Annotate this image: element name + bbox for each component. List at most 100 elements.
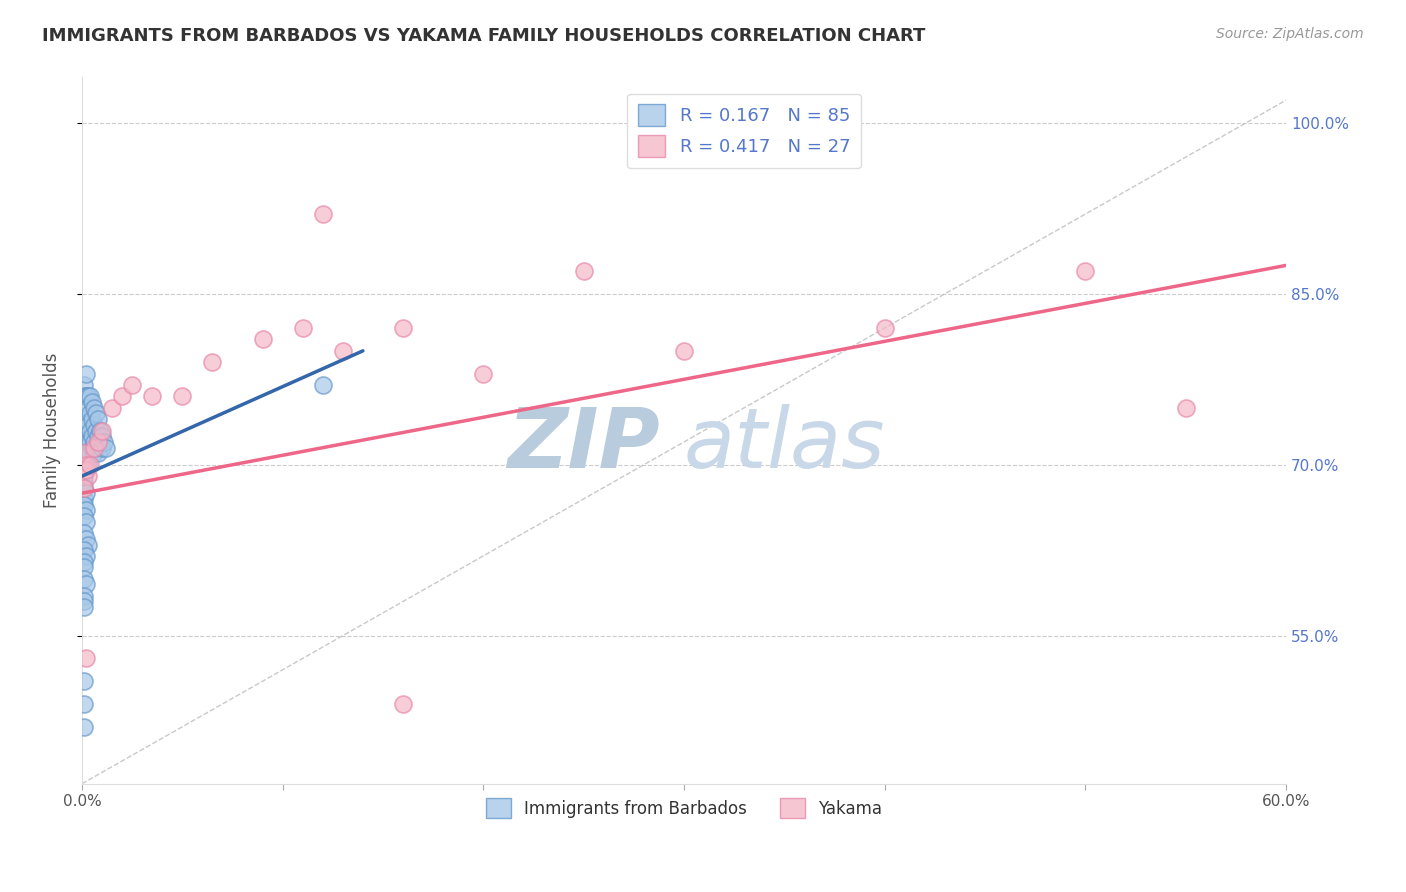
- Point: [75, 503, 97, 517]
- Point: [252, 333, 274, 347]
- Point: [91, 429, 114, 443]
- Point: [312, 207, 335, 221]
- Point: [75, 389, 97, 403]
- Point: [77, 537, 100, 551]
- Point: [77, 389, 100, 403]
- Point: [172, 389, 194, 403]
- Point: [77, 469, 100, 483]
- Y-axis label: Family Households: Family Households: [44, 353, 60, 508]
- Point: [73, 446, 96, 460]
- Point: [121, 378, 143, 392]
- Point: [141, 389, 163, 403]
- Point: [73, 458, 96, 472]
- Point: [77, 417, 100, 432]
- Point: [75, 549, 97, 563]
- Point: [87, 434, 110, 449]
- Point: [93, 434, 115, 449]
- Point: [73, 720, 96, 734]
- Point: [73, 446, 96, 460]
- Point: [80, 395, 103, 409]
- Point: [79, 458, 101, 472]
- Point: [75, 412, 97, 426]
- Point: [873, 321, 896, 335]
- Point: [77, 446, 100, 460]
- Point: [75, 389, 97, 403]
- Point: [79, 389, 101, 403]
- Point: [73, 481, 96, 495]
- Point: [312, 378, 335, 392]
- Point: [672, 343, 695, 358]
- Point: [75, 486, 97, 500]
- Point: [80, 429, 103, 443]
- Point: [73, 491, 96, 506]
- Point: [77, 458, 100, 472]
- Point: [83, 417, 105, 432]
- Point: [83, 441, 105, 455]
- Point: [79, 407, 101, 421]
- Point: [101, 401, 124, 415]
- Point: [73, 594, 96, 608]
- Point: [73, 389, 96, 403]
- Point: [77, 434, 100, 449]
- Point: [1174, 401, 1197, 415]
- Point: [83, 401, 105, 415]
- Point: [73, 378, 96, 392]
- Point: [84, 407, 107, 421]
- Text: ZIP: ZIP: [508, 404, 659, 485]
- Point: [87, 429, 110, 443]
- Point: [73, 572, 96, 586]
- Point: [392, 697, 415, 711]
- Point: [291, 321, 314, 335]
- Point: [392, 321, 415, 335]
- Point: [87, 412, 110, 426]
- Point: [73, 463, 96, 477]
- Point: [73, 498, 96, 512]
- Point: [89, 434, 111, 449]
- Point: [73, 697, 96, 711]
- Point: [73, 469, 96, 483]
- Point: [75, 532, 97, 546]
- Point: [75, 441, 97, 455]
- Point: [75, 577, 97, 591]
- Point: [73, 509, 96, 524]
- Point: [73, 600, 96, 615]
- Point: [111, 389, 134, 403]
- Point: [91, 441, 114, 455]
- Text: Source: ZipAtlas.com: Source: ZipAtlas.com: [1216, 27, 1364, 41]
- Point: [91, 424, 114, 438]
- Point: [73, 589, 96, 603]
- Point: [94, 441, 117, 455]
- Point: [75, 429, 97, 443]
- Legend: Immigrants from Barbados, Yakama: Immigrants from Barbados, Yakama: [479, 791, 889, 825]
- Point: [73, 674, 96, 689]
- Point: [472, 367, 495, 381]
- Point: [79, 446, 101, 460]
- Point: [75, 367, 97, 381]
- Point: [87, 446, 110, 460]
- Point: [79, 434, 101, 449]
- Point: [79, 424, 101, 438]
- Point: [75, 651, 97, 665]
- Point: [75, 458, 97, 472]
- Point: [83, 434, 105, 449]
- Point: [83, 446, 105, 460]
- Point: [73, 555, 96, 569]
- Point: [201, 355, 224, 369]
- Point: [73, 560, 96, 574]
- Point: [73, 481, 96, 495]
- Point: [84, 441, 107, 455]
- Point: [84, 424, 107, 438]
- Point: [80, 441, 103, 455]
- Point: [73, 475, 96, 489]
- Point: [332, 343, 354, 358]
- Point: [1074, 264, 1097, 278]
- Point: [73, 543, 96, 558]
- Point: [75, 515, 97, 529]
- Point: [75, 452, 97, 467]
- Point: [89, 424, 111, 438]
- Text: IMMIGRANTS FROM BARBADOS VS YAKAMA FAMILY HOUSEHOLDS CORRELATION CHART: IMMIGRANTS FROM BARBADOS VS YAKAMA FAMIL…: [42, 27, 925, 45]
- Point: [73, 434, 96, 449]
- Point: [77, 401, 100, 415]
- Point: [572, 264, 595, 278]
- Point: [73, 424, 96, 438]
